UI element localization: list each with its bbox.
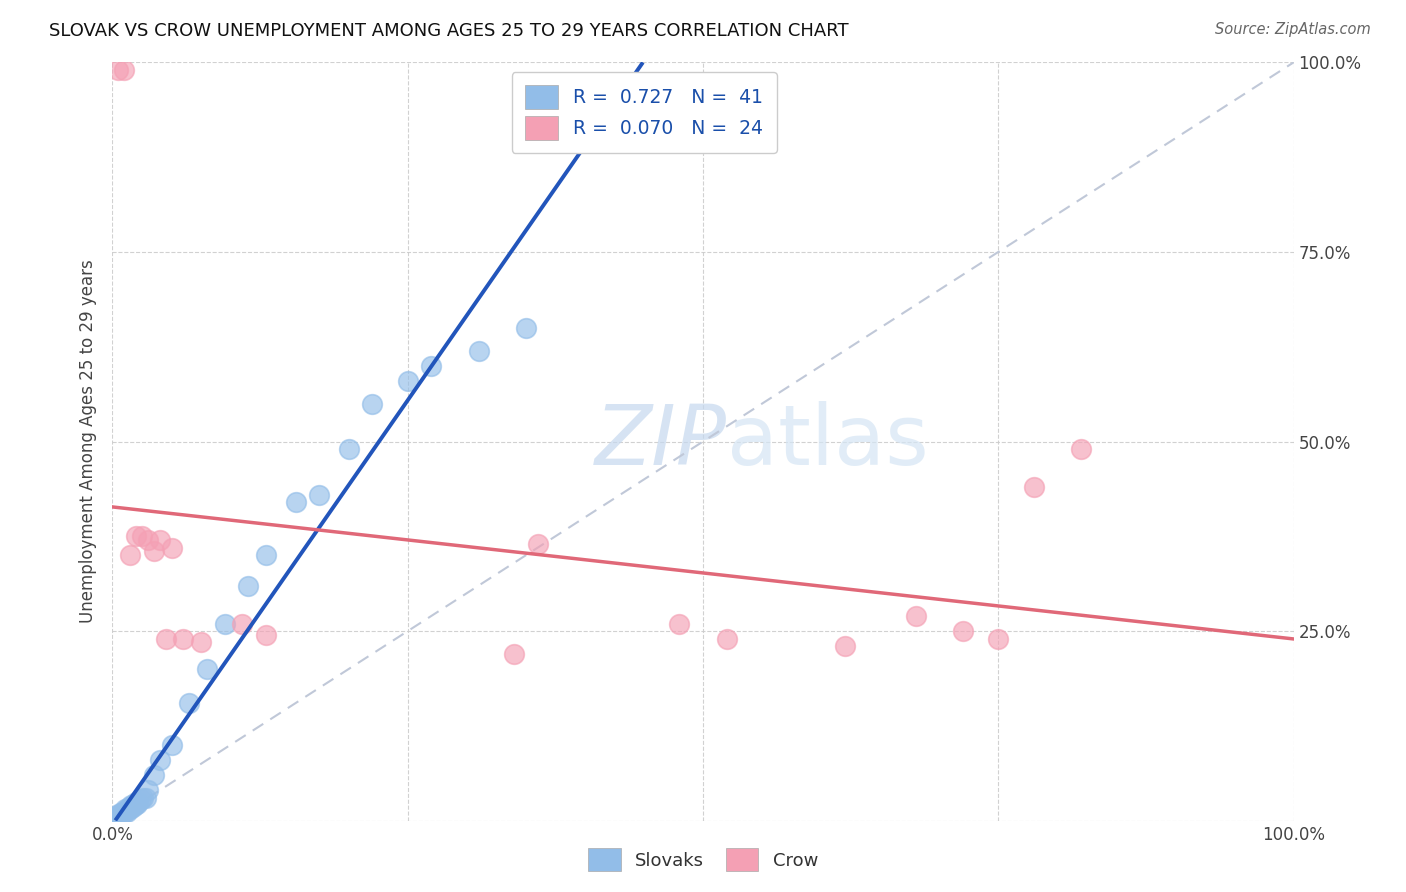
Point [112,806,135,821]
Point [107,810,129,824]
Point [987,632,1010,646]
Point [254,548,277,563]
Y-axis label: Unemployment Among Ages 25 to 29 years: Unemployment Among Ages 25 to 29 years [79,260,97,624]
Legend: Slovaks, Crow: Slovaks, Crow [581,841,825,879]
Point [526,537,548,551]
Point [716,632,738,646]
Point [125,795,148,809]
Text: ZIP: ZIP [595,401,727,482]
Point [127,795,149,809]
Point [149,753,172,767]
Point [149,533,172,548]
Point [834,639,856,653]
Point [120,548,142,563]
Point [120,802,142,816]
Point [214,616,236,631]
Point [111,806,134,821]
Point [503,647,526,661]
Point [118,800,141,814]
Point [120,798,142,813]
Point [104,810,127,824]
Point [231,616,253,631]
Point [179,696,201,710]
Point [117,802,139,816]
Point [337,442,360,457]
Point [112,805,135,819]
Point [105,810,128,824]
Point [284,495,307,509]
Point [1022,480,1045,494]
Point [172,632,194,646]
Point [142,544,165,558]
Legend: R =  0.727   N =  41, R =  0.070   N =  24: R = 0.727 N = 41, R = 0.070 N = 24 [512,72,776,153]
Point [142,768,165,782]
Point [124,798,146,813]
Point [238,579,260,593]
Point [254,628,277,642]
Text: Source: ZipAtlas.com: Source: ZipAtlas.com [1215,22,1371,37]
Text: atlas: atlas [727,401,928,482]
Point [114,802,136,816]
Point [115,805,138,819]
Point [121,800,143,814]
Point [136,533,159,548]
Point [904,608,927,623]
Point [129,792,152,806]
Point [155,632,177,646]
Point [515,320,537,334]
Point [420,359,443,373]
Point [467,343,489,358]
Point [127,797,149,811]
Point [396,374,419,388]
Point [308,487,330,501]
Point [160,541,183,555]
Point [952,624,974,639]
Point [1070,442,1092,457]
Point [125,529,148,543]
Point [105,807,128,822]
Point [668,616,690,631]
Point [131,529,153,543]
Text: SLOVAK VS CROW UNEMPLOYMENT AMONG AGES 25 TO 29 YEARS CORRELATION CHART: SLOVAK VS CROW UNEMPLOYMENT AMONG AGES 2… [49,22,849,40]
Point [136,783,159,797]
Point [160,738,183,752]
Point [122,797,145,811]
Point [110,807,132,822]
Point [132,791,155,805]
Point [190,635,212,649]
Point [135,791,157,805]
Point [112,62,135,77]
Point [361,396,384,410]
Point [107,62,129,77]
Point [195,662,218,676]
Point [108,806,131,821]
